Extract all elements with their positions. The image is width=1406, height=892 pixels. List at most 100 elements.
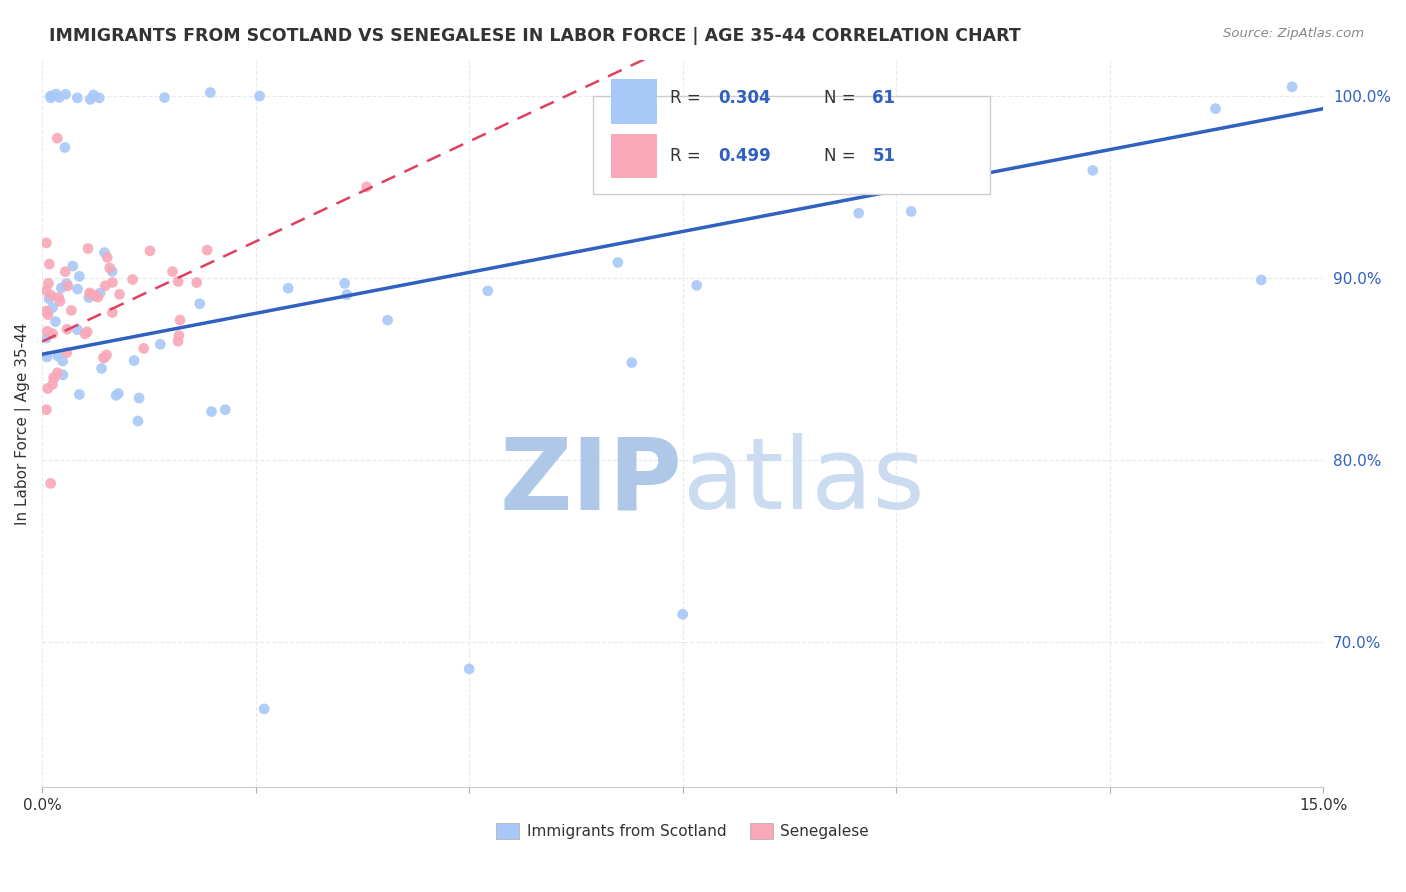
Point xyxy=(900,204,922,219)
Point xyxy=(39,288,62,302)
Point xyxy=(38,277,60,291)
Point xyxy=(42,370,65,384)
Point xyxy=(55,87,77,102)
Point xyxy=(333,277,356,291)
Point xyxy=(56,345,79,359)
Point xyxy=(162,264,184,278)
Point xyxy=(107,386,129,401)
Point xyxy=(90,361,112,376)
Point xyxy=(458,662,481,676)
FancyBboxPatch shape xyxy=(593,96,990,194)
Point xyxy=(121,272,143,286)
Point xyxy=(46,349,69,363)
Point xyxy=(52,354,75,368)
Text: N =: N = xyxy=(824,147,860,165)
Point xyxy=(188,297,211,311)
Point xyxy=(200,86,222,100)
Point xyxy=(1250,273,1272,287)
Point xyxy=(93,351,115,365)
Text: IMMIGRANTS FROM SCOTLAND VS SENEGALESE IN LABOR FORCE | AGE 35-44 CORRELATION CH: IMMIGRANTS FROM SCOTLAND VS SENEGALESE I… xyxy=(49,27,1021,45)
Point xyxy=(186,276,208,290)
Point xyxy=(35,402,58,417)
Point xyxy=(848,206,870,220)
Point xyxy=(606,255,628,269)
Point xyxy=(94,278,117,293)
Legend: Immigrants from Scotland, Senegalese: Immigrants from Scotland, Senegalese xyxy=(491,817,875,845)
Point xyxy=(195,243,218,257)
Point xyxy=(820,155,842,169)
Point xyxy=(44,370,66,384)
Text: R =: R = xyxy=(669,147,706,165)
Point xyxy=(253,702,276,716)
Point xyxy=(128,391,150,405)
Point xyxy=(169,313,191,327)
Point xyxy=(67,269,90,284)
Point xyxy=(672,607,695,622)
Point xyxy=(966,157,988,171)
Point xyxy=(96,251,118,265)
Point xyxy=(1204,102,1226,116)
Text: N =: N = xyxy=(824,89,860,107)
Point xyxy=(39,89,62,103)
Point xyxy=(101,264,124,278)
FancyBboxPatch shape xyxy=(612,134,657,178)
Point xyxy=(167,334,190,349)
Point xyxy=(66,323,89,337)
Point xyxy=(41,326,63,341)
Point xyxy=(200,404,222,418)
Point xyxy=(149,337,172,351)
Point xyxy=(686,278,709,293)
Text: 51: 51 xyxy=(872,147,896,165)
Point xyxy=(38,257,60,271)
Text: 0.499: 0.499 xyxy=(718,147,772,165)
Point xyxy=(41,377,63,392)
Point xyxy=(79,92,101,106)
Point xyxy=(249,89,271,103)
Point xyxy=(53,140,76,154)
Point xyxy=(127,414,149,428)
Point xyxy=(277,281,299,295)
Point xyxy=(77,291,100,305)
Point xyxy=(48,90,70,104)
Text: 61: 61 xyxy=(872,89,896,107)
Point xyxy=(122,353,145,368)
Point xyxy=(620,356,643,370)
Point xyxy=(44,315,66,329)
Point xyxy=(1281,79,1303,94)
Point xyxy=(52,368,75,382)
Point xyxy=(55,277,77,291)
Point xyxy=(336,287,359,301)
Point xyxy=(67,387,90,401)
Point xyxy=(105,388,128,402)
Point xyxy=(51,281,73,295)
Point xyxy=(35,350,58,364)
Text: ZIP: ZIP xyxy=(499,434,683,530)
Point xyxy=(98,260,121,275)
Text: 0.304: 0.304 xyxy=(718,89,772,107)
Point xyxy=(132,342,155,356)
Point xyxy=(167,275,190,289)
Point xyxy=(214,402,236,417)
Point xyxy=(35,331,58,345)
Point xyxy=(46,131,69,145)
FancyBboxPatch shape xyxy=(612,79,657,124)
Point xyxy=(66,91,89,105)
Point xyxy=(39,91,62,105)
Point xyxy=(101,305,124,319)
Point xyxy=(37,308,59,322)
Point xyxy=(477,284,499,298)
Text: atlas: atlas xyxy=(683,434,924,530)
Point xyxy=(49,294,72,309)
Point xyxy=(41,301,63,315)
Point xyxy=(48,290,70,304)
Point xyxy=(84,288,107,302)
Point xyxy=(39,476,62,491)
Point xyxy=(37,324,59,338)
Point xyxy=(101,276,124,290)
Point xyxy=(89,91,111,105)
Point xyxy=(35,284,58,298)
Point xyxy=(377,313,399,327)
Point xyxy=(62,259,84,273)
Point xyxy=(167,328,190,343)
Point xyxy=(60,303,83,318)
